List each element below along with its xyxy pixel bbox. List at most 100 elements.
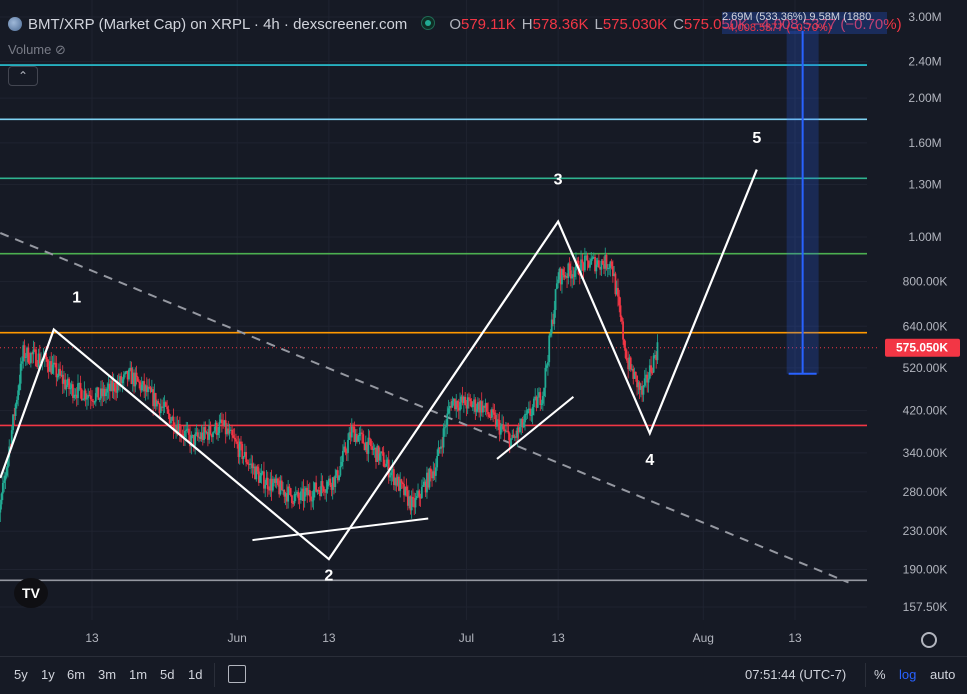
candle-body (558, 268, 561, 280)
calendar-icon[interactable] (228, 665, 246, 683)
timeframe-3m[interactable]: 3m (98, 667, 117, 682)
candle-body (427, 472, 430, 488)
candle-body (496, 419, 498, 427)
candle-body (433, 471, 436, 476)
candle-body (627, 360, 630, 370)
candle-body (394, 478, 397, 486)
candle-body (158, 403, 161, 414)
candle-body (229, 429, 232, 431)
elliott-wave-drawing[interactable]: 1 2 3 4 5 (0, 130, 761, 584)
ohlc-values: O579.11K H578.36K L575.030K C575.050K −4,00… (449, 16, 902, 33)
candle-body (175, 425, 177, 431)
candle-body (632, 368, 635, 379)
timeframe-1m[interactable]: 1m (129, 667, 148, 682)
candle-body (218, 422, 221, 433)
candle-body (355, 433, 358, 442)
auto-toggle[interactable]: auto (930, 667, 956, 682)
candle-body (594, 256, 596, 272)
candle-body (464, 396, 467, 406)
trend-line[interactable] (0, 232, 849, 584)
candle-body (480, 401, 483, 413)
candle-body (484, 403, 487, 408)
percent-toggle[interactable]: % (874, 667, 886, 682)
candle-body (270, 478, 273, 491)
time-axis[interactable]: 13 Jun 13 Jul 13 Aug 13 (85, 631, 802, 645)
candle-body (255, 466, 258, 480)
candle-body (133, 372, 135, 387)
candle-body (261, 471, 264, 473)
candle-body (233, 437, 236, 440)
candle-body (231, 429, 233, 436)
candle-body (55, 363, 58, 378)
candle-body (604, 254, 607, 269)
candle-body (208, 425, 211, 440)
candle-body (581, 259, 584, 263)
candle-body (380, 451, 382, 454)
candle-body (305, 487, 307, 492)
candle-body (204, 427, 207, 433)
candle-body (38, 353, 41, 364)
settings-gear-icon[interactable] (921, 632, 937, 648)
candle-body (245, 451, 247, 463)
wave-path (0, 169, 758, 561)
candle-body (107, 383, 110, 389)
candle-body (29, 353, 32, 363)
candle-body (476, 402, 479, 410)
candle-body (611, 266, 614, 277)
candle-body (0, 504, 2, 513)
candle-body (153, 393, 156, 407)
clock[interactable]: 07:51:44 (UTC-7) (745, 667, 847, 682)
horizontal-levels[interactable] (0, 64, 880, 582)
log-toggle[interactable]: log (899, 667, 917, 682)
candle-body (126, 370, 129, 380)
candle-body (307, 490, 310, 496)
candle-body (633, 371, 636, 379)
wave-label-2: 2 (324, 567, 333, 584)
symbol-title[interactable]: BMT/XRP (Market Cap) on XRPL · 4h · dexs… (28, 16, 408, 33)
eye-off-icon[interactable]: ⊘ (55, 42, 66, 57)
candle-body (371, 446, 374, 450)
candle-body (279, 480, 282, 495)
candle-body (142, 381, 144, 385)
bottom-toolbar: 5y 1y 6m 3m 1m 5d 1d 07:51:44 (UTC-7) % … (0, 656, 967, 694)
candle-body (483, 405, 486, 408)
chevron-up-icon[interactable]: ⌃ (8, 66, 38, 86)
candle-body (91, 399, 93, 402)
candlestick-series (0, 247, 659, 522)
candle-body (284, 493, 287, 497)
candle-body (517, 427, 520, 433)
candle-body (642, 385, 645, 395)
candle-body (206, 432, 209, 440)
timeframe-5d[interactable]: 5d (160, 667, 175, 682)
candle-body (549, 333, 552, 336)
price-tick-label: 520.00K (903, 361, 948, 375)
candle-body (336, 470, 339, 481)
projection-box[interactable] (786, 30, 819, 375)
timeframe-6m[interactable]: 6m (67, 667, 86, 682)
tradingview-logo[interactable]: TV (14, 578, 48, 608)
candle-body (600, 260, 603, 270)
candle-body (614, 273, 617, 295)
candle-body (396, 476, 399, 486)
candle-body (634, 371, 637, 376)
price-axis[interactable]: 3.00M 2.40M 2.00M 1.60M 1.30M 1.00M 800.00K 640… (885, 10, 960, 614)
candle-body (240, 441, 242, 444)
candle-body (26, 347, 28, 357)
candle-body (620, 317, 623, 322)
candle-body (460, 396, 463, 402)
price-chart[interactable]: 1 2 3 4 5 3.00M 2.40M 2.00M 1.60M 1.30M 1.00M 800.… (0, 0, 967, 656)
candle-body (372, 449, 375, 451)
candle-body (357, 436, 360, 442)
candle-body (530, 414, 533, 416)
candle-body (196, 432, 199, 438)
candle-body (610, 261, 613, 267)
candle-body (308, 490, 311, 497)
volume-legend[interactable]: Volume ⊘ (8, 42, 66, 57)
timeframe-1d[interactable]: 1d (188, 667, 203, 682)
timeframe-5y[interactable]: 5y (14, 667, 28, 682)
candle-body (536, 397, 539, 408)
timeframe-1y[interactable]: 1y (41, 667, 55, 682)
candle-body (605, 254, 608, 269)
candle-body (378, 453, 381, 461)
candle-body (140, 384, 143, 391)
